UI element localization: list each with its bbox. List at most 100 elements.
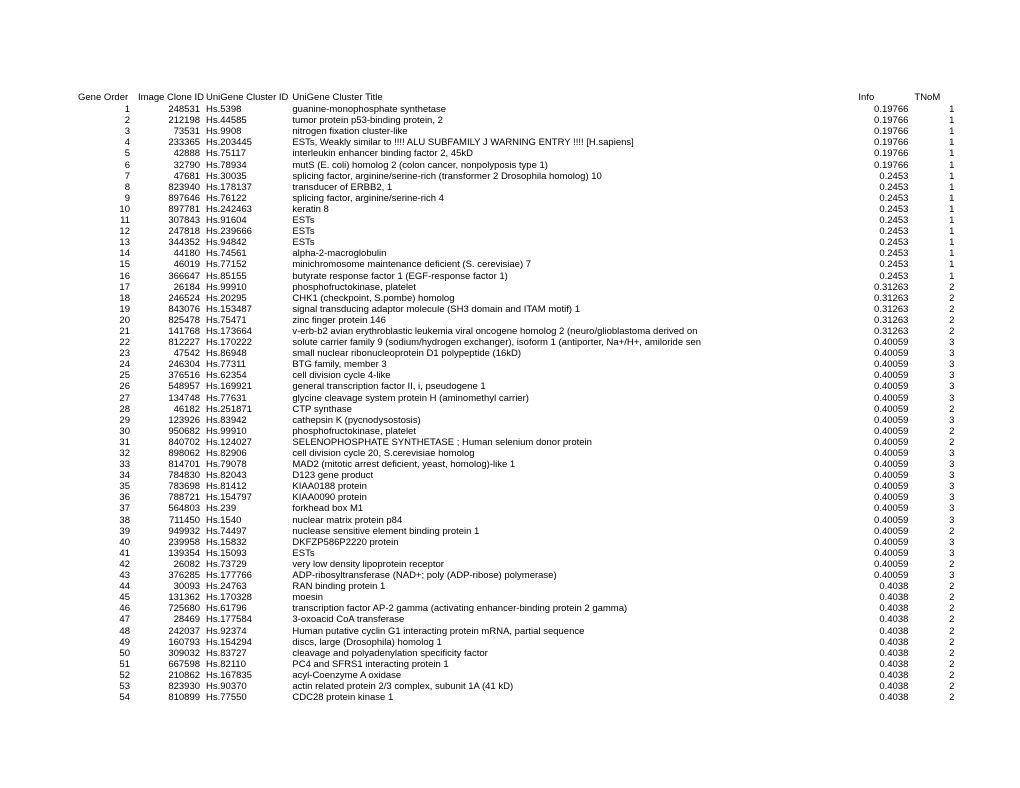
cell-unigene-cluster-title: transcription factor AP-2 gamma (activat… [290,603,856,614]
cell-info: 0.40059 [856,359,912,370]
header-unigene-cluster-title: UniGene Cluster Title [290,92,856,104]
cell-unigene-cluster-title: RAN binding protein 1 [290,581,856,592]
table-row: 41139354Hs.15093ESTs0.400593 [76,548,958,559]
cell-info: 0.40059 [856,470,912,481]
table-row: 51667598Hs.82110PC4 and SFRS1 interactin… [76,659,958,670]
cell-gene-order: 38 [76,515,136,526]
cell-info: 0.19766 [856,104,912,115]
cell-info: 0.4038 [856,659,912,670]
cell-gene-order: 35 [76,481,136,492]
cell-gene-order: 49 [76,637,136,648]
cell-unigene-cluster-id: Hs.203445 [204,137,290,148]
table-row: 4430093Hs.24763RAN binding protein 10.40… [76,581,958,592]
table-row: 34784830Hs.82043D123 gene product0.40059… [76,470,958,481]
cell-gene-order: 34 [76,470,136,481]
cell-tnom: 2 [912,282,958,293]
cell-gene-order: 6 [76,160,136,171]
cell-image-clone-id: 784830 [136,470,204,481]
cell-unigene-cluster-id: Hs.91604 [204,215,290,226]
cell-info: 0.4038 [856,670,912,681]
cell-unigene-cluster-id: Hs.15093 [204,548,290,559]
cell-unigene-cluster-title: keratin 8 [290,204,856,215]
table-row: 53823930Hs.90370actin related protein 2/… [76,681,958,692]
cell-unigene-cluster-title: splicing factor, arginine/serine-rich (t… [290,171,856,182]
cell-unigene-cluster-id: Hs.44585 [204,115,290,126]
cell-image-clone-id: 160793 [136,637,204,648]
cell-unigene-cluster-title: mutS (E. coli) homolog 2 (colon cancer, … [290,160,856,171]
table-row: 1726184Hs.99910phosphofructokinase, plat… [76,282,958,293]
cell-tnom: 1 [912,115,958,126]
cell-gene-order: 23 [76,348,136,359]
cell-info: 0.40059 [856,481,912,492]
cell-unigene-cluster-title: CHK1 (checkpoint, S.pombe) homolog [290,293,856,304]
cell-tnom: 2 [912,559,958,570]
cell-unigene-cluster-id: Hs.154294 [204,637,290,648]
cell-unigene-cluster-id: Hs.177766 [204,570,290,581]
cell-gene-order: 39 [76,526,136,537]
cell-image-clone-id: 307843 [136,215,204,226]
cell-unigene-cluster-id: Hs.24763 [204,581,290,592]
cell-tnom: 1 [912,171,958,182]
cell-unigene-cluster-id: Hs.82043 [204,470,290,481]
table-row: 22812227Hs.170222solute carrier family 9… [76,337,958,348]
cell-unigene-cluster-title: CTP synthase [290,404,856,415]
cell-info: 0.4038 [856,681,912,692]
cell-unigene-cluster-title: cathepsin K (pycnodysostosis) [290,415,856,426]
cell-unigene-cluster-id: Hs.177584 [204,614,290,625]
cell-gene-order: 48 [76,626,136,637]
table-row: 27134748Hs.77631glycine cleavage system … [76,393,958,404]
cell-gene-order: 25 [76,370,136,381]
cell-unigene-cluster-id: Hs.239 [204,503,290,514]
cell-info: 0.4038 [856,648,912,659]
cell-image-clone-id: 823930 [136,681,204,692]
table-row: 40239958Hs.15832DKFZP586P2220 protein0.4… [76,537,958,548]
cell-unigene-cluster-title: 3-oxoacid CoA transferase [290,614,856,625]
cell-unigene-cluster-title: nuclease sensitive element binding prote… [290,526,856,537]
table-row: 39949932Hs.74497nuclease sensitive eleme… [76,526,958,537]
cell-image-clone-id: 840702 [136,437,204,448]
cell-tnom: 2 [912,592,958,603]
cell-gene-order: 52 [76,670,136,681]
cell-image-clone-id: 32790 [136,160,204,171]
cell-info: 0.4038 [856,603,912,614]
cell-unigene-cluster-id: Hs.83727 [204,648,290,659]
cell-tnom: 3 [912,381,958,392]
cell-unigene-cluster-id: Hs.242463 [204,204,290,215]
cell-unigene-cluster-title: phosphofructokinase, platelet [290,426,856,437]
cell-info: 0.31263 [856,315,912,326]
cell-tnom: 2 [912,326,958,337]
cell-tnom: 1 [912,204,958,215]
cell-gene-order: 29 [76,415,136,426]
cell-tnom: 2 [912,404,958,415]
cell-unigene-cluster-id: Hs.15832 [204,537,290,548]
cell-info: 0.40059 [856,503,912,514]
cell-image-clone-id: 711450 [136,515,204,526]
cell-info: 0.40059 [856,548,912,559]
cell-unigene-cluster-title: cleavage and polyadenylation specificity… [290,648,856,659]
cell-info: 0.19766 [856,137,912,148]
cell-unigene-cluster-id: Hs.239666 [204,226,290,237]
table-row: 1546019Hs.77152minichromosome maintenanc… [76,259,958,270]
cell-tnom: 1 [912,148,958,159]
cell-unigene-cluster-id: Hs.79078 [204,459,290,470]
cell-image-clone-id: 42888 [136,148,204,159]
cell-tnom: 3 [912,481,958,492]
cell-unigene-cluster-title: DKFZP586P2220 protein [290,537,856,548]
table-row: 19843076Hs.153487signal transducing adap… [76,304,958,315]
cell-gene-order: 40 [76,537,136,548]
cell-gene-order: 17 [76,282,136,293]
cell-tnom: 3 [912,492,958,503]
cell-unigene-cluster-id: Hs.92374 [204,626,290,637]
cell-info: 0.4038 [856,581,912,592]
cell-tnom: 1 [912,182,958,193]
cell-tnom: 1 [912,271,958,282]
table-row: 373531Hs.9908nitrogen fixation cluster-l… [76,126,958,137]
cell-unigene-cluster-id: Hs.77631 [204,393,290,404]
cell-image-clone-id: 309032 [136,648,204,659]
cell-image-clone-id: 812227 [136,337,204,348]
cell-info: 0.4038 [856,692,912,703]
cell-image-clone-id: 246304 [136,359,204,370]
cell-info: 0.40059 [856,348,912,359]
gene-table: Gene Order Image Clone ID UniGene Cluste… [76,92,958,703]
cell-info: 0.40059 [856,337,912,348]
